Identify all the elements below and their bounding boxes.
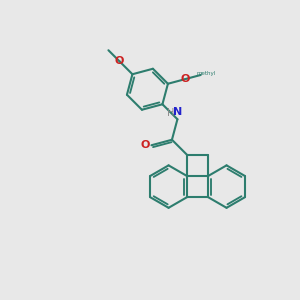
Text: O: O bbox=[140, 140, 150, 150]
Text: H: H bbox=[167, 108, 175, 118]
Text: O: O bbox=[181, 74, 190, 84]
Text: N: N bbox=[173, 107, 182, 117]
Text: O: O bbox=[115, 56, 124, 67]
Text: methyl: methyl bbox=[196, 71, 216, 76]
